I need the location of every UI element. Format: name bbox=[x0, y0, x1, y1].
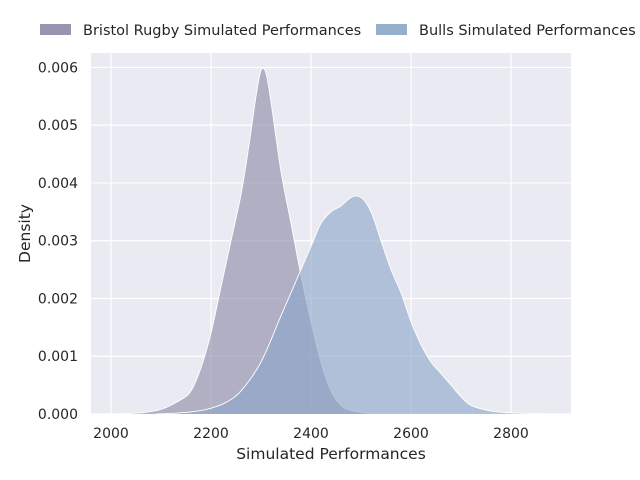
legend-item: Bulls Simulated Performances bbox=[376, 23, 636, 39]
density-outline-2 bbox=[155, 195, 552, 415]
density-area-1 bbox=[116, 68, 391, 414]
y-tick-label: 0.003 bbox=[38, 234, 78, 250]
legend-swatch bbox=[40, 24, 71, 35]
legend-label: Bristol Rugby Simulated Performances bbox=[83, 23, 361, 39]
y-tick-label: 0.001 bbox=[38, 349, 78, 365]
x-tick-label: 2200 bbox=[193, 426, 229, 442]
x-tick-label: 2400 bbox=[293, 426, 329, 442]
x-axis-ticks: 2000 2200 2400 2600 2800 bbox=[93, 426, 529, 442]
y-tick-label: 0.002 bbox=[38, 291, 78, 307]
density-areas bbox=[115, 67, 552, 415]
y-axis-label: Density bbox=[16, 204, 34, 263]
grid-lines bbox=[91, 53, 571, 415]
y-tick-label: 0.005 bbox=[38, 118, 78, 134]
legend-swatch bbox=[376, 24, 407, 35]
y-axis-ticks: 0.000 0.001 0.002 0.003 0.004 0.005 0.006 bbox=[38, 60, 78, 423]
density-area-2 bbox=[156, 195, 551, 414]
y-tick-label: 0.000 bbox=[38, 407, 78, 423]
legend-label: Bulls Simulated Performances bbox=[419, 23, 636, 39]
x-axis-label: Simulated Performances bbox=[236, 445, 426, 463]
legend: Bristol Rugby Simulated Performances Bull… bbox=[40, 23, 636, 39]
y-tick-label: 0.006 bbox=[38, 60, 78, 76]
x-tick-label: 2800 bbox=[493, 426, 529, 442]
legend-item: Bristol Rugby Simulated Performances bbox=[40, 23, 361, 39]
x-tick-label: 2600 bbox=[393, 426, 429, 442]
x-tick-label: 2000 bbox=[93, 426, 129, 442]
y-tick-label: 0.004 bbox=[38, 176, 78, 192]
